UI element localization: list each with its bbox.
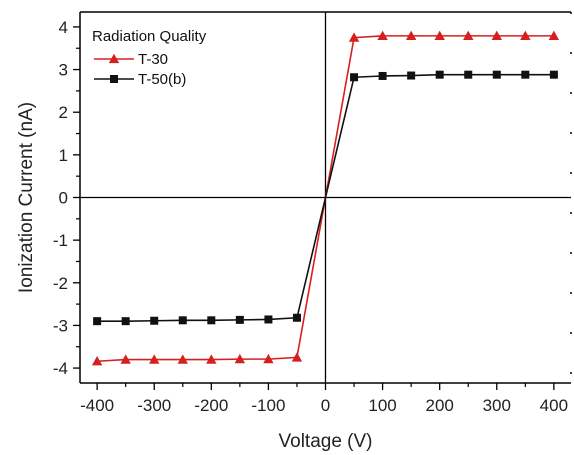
x-tick-label: -200 xyxy=(194,396,228,415)
y-axis-label: Ionization Current (nA) xyxy=(16,102,37,293)
x-tick-label: 100 xyxy=(368,396,396,415)
legend-marker xyxy=(110,75,118,83)
x-tick-label: 400 xyxy=(540,396,568,415)
x-tick-label: -400 xyxy=(80,396,114,415)
legend: Radiation Quality T-30 T-50(b) xyxy=(92,28,207,88)
y-tick-label: 3 xyxy=(59,61,68,80)
x-tick-label: -300 xyxy=(137,396,171,415)
data-point xyxy=(407,72,415,80)
y-tick-label: -1 xyxy=(53,231,68,250)
data-point xyxy=(436,71,444,79)
y-tick-label: 4 xyxy=(59,18,68,37)
data-point xyxy=(122,317,130,325)
legend-title: Radiation Quality xyxy=(92,28,207,45)
y-tick-label: 2 xyxy=(59,103,68,122)
y-tick-label: 0 xyxy=(59,189,68,208)
x-axis-ticks: -400 -300 -200 -100 0 100 200 300 400 xyxy=(80,383,568,415)
data-point xyxy=(493,71,501,79)
x-tick-label: -100 xyxy=(251,396,285,415)
y-tick-label: -3 xyxy=(53,316,68,335)
data-point xyxy=(179,316,187,324)
y-axis-ticks: -4 -3 -2 -1 0 1 2 3 4 xyxy=(53,18,80,378)
legend-label: T-50(b) xyxy=(138,71,186,88)
data-point xyxy=(264,315,272,323)
y-tick-label: 1 xyxy=(59,146,68,165)
data-point xyxy=(207,316,215,324)
x-tick-label: 0 xyxy=(321,396,330,415)
data-point xyxy=(521,71,529,79)
data-point xyxy=(550,71,558,79)
x-axis-label: Voltage (V) xyxy=(279,431,373,452)
legend-label: T-30 xyxy=(138,51,168,68)
x-tick-label: 300 xyxy=(483,396,511,415)
data-point xyxy=(464,71,472,79)
data-point xyxy=(93,317,101,325)
data-point xyxy=(379,72,387,80)
data-point xyxy=(236,316,244,324)
data-point xyxy=(150,317,158,325)
y-tick-label: -2 xyxy=(53,274,68,293)
data-point xyxy=(293,314,301,322)
y-tick-label: -4 xyxy=(53,359,68,378)
data-point xyxy=(350,73,358,81)
x-tick-label: 200 xyxy=(425,396,453,415)
